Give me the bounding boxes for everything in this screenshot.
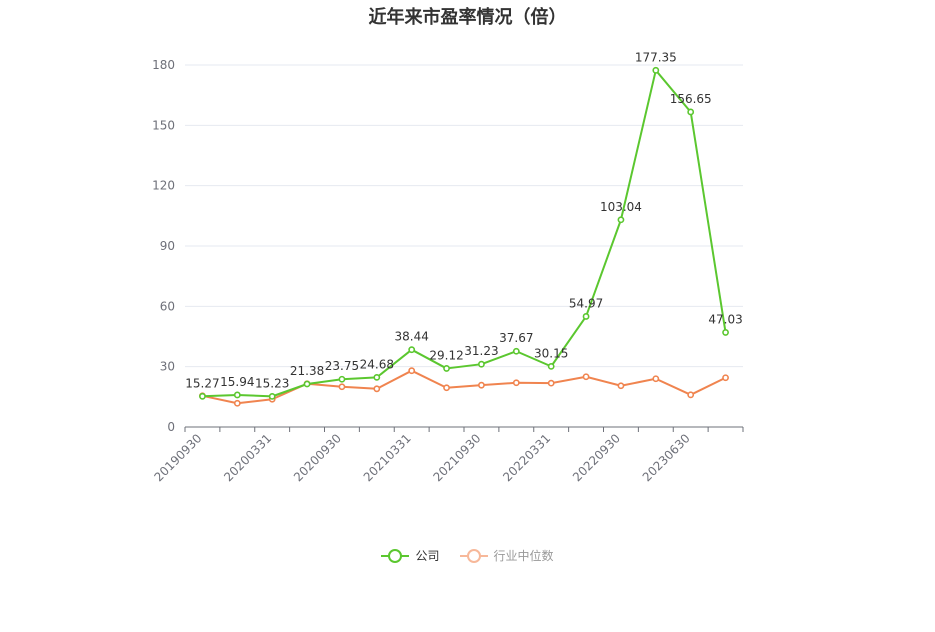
data-label: 103.04 (600, 200, 642, 214)
y-tick-label: 90 (160, 239, 175, 253)
data-label: 31.23 (464, 344, 498, 358)
data-label: 24.68 (360, 357, 394, 371)
legend: 公司 行业中位数 (0, 547, 935, 564)
y-tick-label: 180 (152, 58, 175, 72)
data-point-industry-median (722, 374, 729, 382)
legend-label-company: 公司 (415, 549, 440, 563)
legend-company-marker-icon (381, 548, 410, 564)
x-tick-label: 20220930 (570, 431, 623, 484)
y-tick-label: 150 (152, 118, 175, 132)
data-point-company (478, 360, 485, 368)
data-label: 38.44 (395, 330, 429, 344)
data-label: 177.35 (635, 50, 677, 64)
data-point-company (443, 365, 450, 372)
data-point-industry-median (652, 375, 660, 383)
data-label: 30.15 (534, 346, 568, 360)
x-tick-label: 20210930 (430, 431, 483, 484)
data-point-company (233, 391, 241, 399)
data-point-industry-median (373, 385, 381, 393)
legend-item-industry-median[interactable]: 行业中位数 (459, 547, 554, 564)
data-point-company (617, 216, 625, 224)
data-point-industry-median (443, 384, 450, 392)
data-label: 37.67 (499, 331, 533, 345)
data-point-company (373, 373, 381, 381)
grid-lines (185, 64, 743, 368)
data-label: 156.65 (670, 92, 712, 106)
data-label: 23.75 (325, 359, 359, 373)
data-point-company (687, 108, 695, 116)
series-line-industry-median (202, 369, 727, 405)
data-point-industry-median (547, 379, 555, 387)
legend-industry-median-marker-icon (459, 548, 488, 564)
data-label: 29.12 (429, 348, 463, 362)
data-point-industry-median (408, 367, 416, 375)
data-point-company (582, 313, 590, 320)
y-tick-label: 30 (160, 360, 175, 374)
data-point-company (268, 392, 276, 400)
data-label: 15.27 (185, 376, 219, 390)
data-point-company (547, 362, 555, 370)
x-tick-label: 20200930 (291, 431, 344, 484)
x-tick-label: 20200331 (221, 431, 274, 484)
data-label: 15.94 (220, 375, 254, 389)
data-point-industry-median (233, 399, 241, 407)
data-label: 47.03 (708, 312, 742, 326)
data-point-company (199, 392, 206, 400)
data-point-company (512, 347, 520, 355)
y-tick-label: 0 (167, 420, 175, 434)
x-tick-label: 20210331 (361, 431, 414, 484)
legend-label-industry-median: 行业中位数 (493, 549, 554, 563)
chart-title: 近年来市盈率情况（倍） (368, 7, 567, 28)
legend-item-company[interactable]: 公司 (381, 547, 440, 564)
data-point-industry-median (512, 379, 520, 387)
data-point-company (338, 375, 346, 383)
y-tick-label: 120 (152, 179, 175, 193)
data-point-company (652, 66, 660, 74)
data-point-industry-median (687, 391, 695, 399)
y-tick-label: 60 (160, 299, 175, 313)
x-tick-label: 20230630 (640, 431, 693, 484)
data-point-company (303, 380, 311, 388)
data-point-company (722, 329, 729, 336)
series-line-company (202, 69, 727, 398)
data-point-industry-median (338, 383, 346, 391)
data-label: 21.38 (290, 364, 324, 378)
x-tick-label: 20220331 (500, 431, 553, 484)
x-tick-label: 20190930 (151, 431, 204, 484)
data-point-industry-median (617, 382, 625, 390)
data-label: 54.97 (569, 296, 603, 310)
data-point-industry-median (582, 373, 590, 381)
axes: 0 30 60 90 120 150 180 20190930 20200331 20200930… (151, 58, 744, 484)
data-point-company (408, 346, 416, 354)
data-label: 15.23 (255, 376, 289, 390)
data-point-industry-median (478, 381, 485, 389)
series-lines (199, 66, 729, 407)
